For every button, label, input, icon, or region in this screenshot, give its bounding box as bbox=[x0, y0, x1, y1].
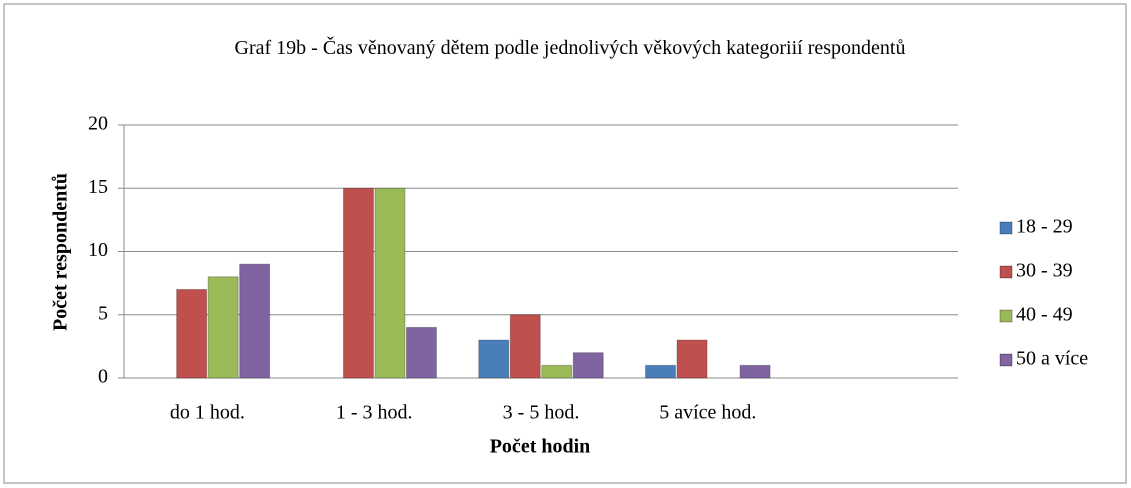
y-tick-label: 20 bbox=[88, 113, 108, 135]
x-tick-label: do 1 hod. bbox=[170, 402, 245, 424]
legend-swatch bbox=[999, 265, 1013, 279]
bar bbox=[405, 326, 437, 379]
y-tick-label: 0 bbox=[98, 366, 108, 388]
x-tick-label: 1 - 3 hod. bbox=[336, 402, 413, 424]
bar bbox=[478, 339, 510, 379]
bar bbox=[739, 364, 771, 379]
bar bbox=[645, 364, 677, 379]
chart-title: Graf 19b - Čas věnovaný dětem podle jedn… bbox=[234, 37, 906, 59]
bar bbox=[572, 352, 604, 379]
legend-label: 40 - 49 bbox=[1016, 304, 1073, 326]
chart-frame bbox=[3, 3, 1127, 484]
legend-swatch bbox=[999, 309, 1013, 323]
bar bbox=[176, 288, 208, 379]
y-tick-label: 10 bbox=[88, 239, 108, 261]
x-tick-label: 5 avíce hod. bbox=[659, 402, 756, 424]
x-axis-label: Počet hodin bbox=[490, 436, 591, 458]
legend-label: 18 - 29 bbox=[1016, 216, 1073, 238]
bar bbox=[207, 276, 239, 379]
y-tick-label: 5 bbox=[98, 302, 108, 324]
bar bbox=[676, 339, 708, 379]
x-tick-label: 3 - 5 hod. bbox=[503, 402, 580, 424]
bar bbox=[541, 364, 573, 379]
legend-label: 50 a více bbox=[1016, 348, 1088, 370]
y-tick-label: 15 bbox=[88, 176, 108, 198]
y-axis-label: Počet respondentů bbox=[50, 173, 72, 331]
bar bbox=[374, 187, 406, 379]
legend-swatch bbox=[999, 221, 1013, 235]
bar bbox=[239, 263, 271, 379]
bar bbox=[342, 187, 374, 379]
legend-label: 30 - 39 bbox=[1016, 260, 1073, 282]
bar bbox=[509, 314, 541, 379]
legend-swatch bbox=[999, 353, 1013, 367]
